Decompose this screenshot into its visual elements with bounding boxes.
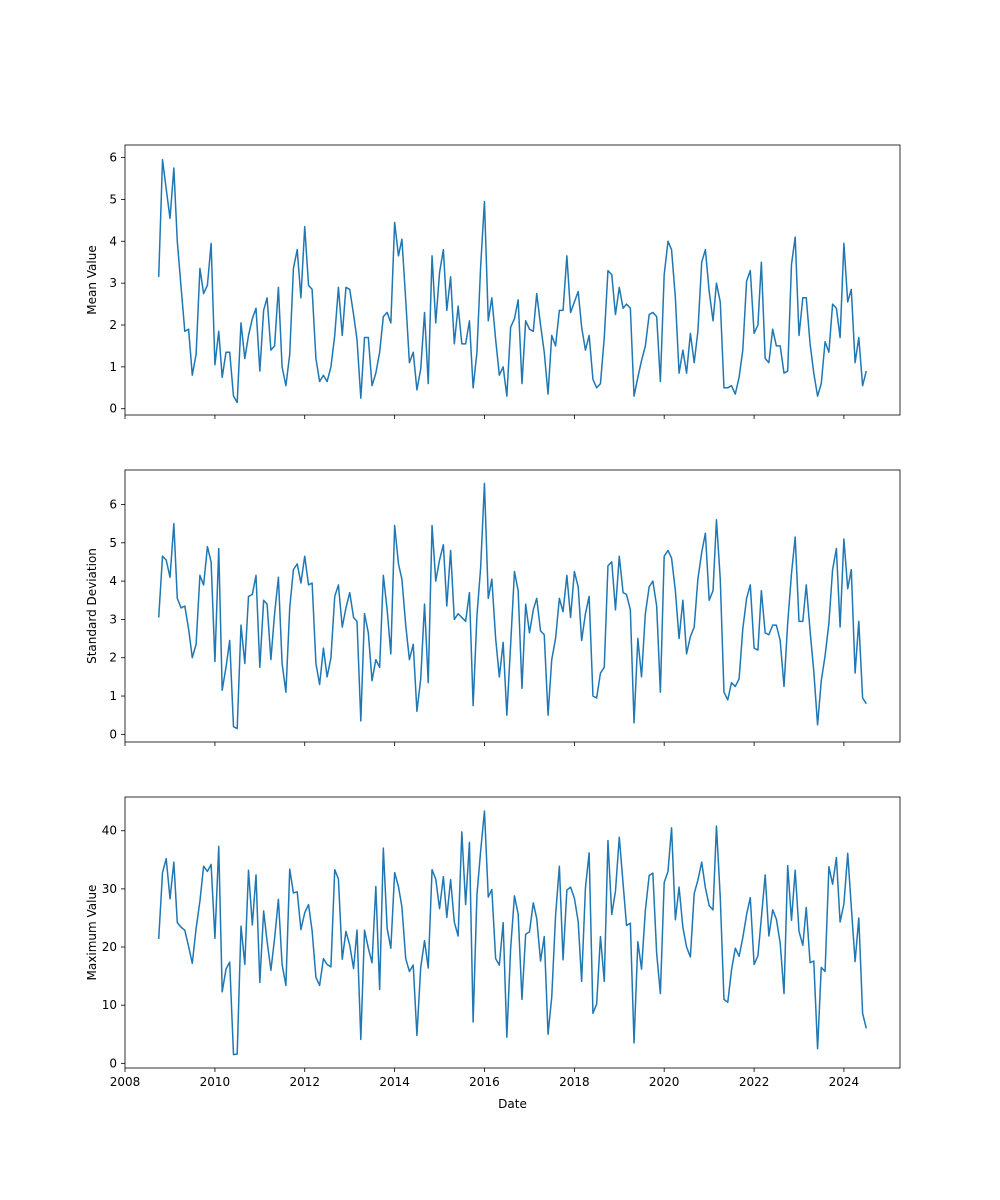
mean-value-subplot: 0 1 2 3 4 5 6 Mean Value bbox=[85, 144, 901, 419]
x-axis-label: Date bbox=[498, 1097, 527, 1111]
y-tick-label: 0 bbox=[109, 727, 117, 741]
x-tick-label: 2024 bbox=[829, 1075, 860, 1089]
y-axis-label: Standard Deviation bbox=[85, 548, 99, 664]
y-tick-label: 2 bbox=[109, 651, 117, 665]
y-tick-label: 1 bbox=[109, 360, 117, 374]
series-line bbox=[157, 482, 867, 730]
x-tick-label: 2022 bbox=[739, 1075, 770, 1089]
x-tick-label: 2018 bbox=[559, 1075, 590, 1089]
y-tick-label: 5 bbox=[109, 536, 117, 550]
x-tick-label: 2014 bbox=[379, 1075, 410, 1089]
y-tick-label: 1 bbox=[109, 689, 117, 703]
y-tick-label: 0 bbox=[109, 402, 117, 416]
y-tick-label: 6 bbox=[109, 497, 117, 511]
axes-frame bbox=[124, 144, 901, 416]
y-tick-label: 30 bbox=[102, 882, 117, 896]
y-tick-label: 5 bbox=[109, 192, 117, 206]
x-tick-label: 2016 bbox=[469, 1075, 500, 1089]
maximum-value-subplot: 2008 2010 2012 2014 2016 2018 2020 2022 2024 0 10 2… bbox=[85, 796, 901, 1111]
x-tick-label: 2010 bbox=[200, 1075, 231, 1089]
series-line bbox=[157, 810, 868, 1056]
y-tick-label: 40 bbox=[102, 824, 117, 838]
standard-deviation-subplot: 0 1 2 3 4 5 6 Standard Deviation bbox=[85, 469, 901, 746]
series-line bbox=[157, 158, 868, 404]
x-tick-label: 2012 bbox=[289, 1075, 320, 1089]
y-tick-label: 3 bbox=[109, 276, 117, 290]
y-tick-label: 4 bbox=[109, 234, 117, 248]
y-tick-label: 10 bbox=[102, 998, 117, 1012]
axes-frame bbox=[124, 796, 901, 1069]
y-tick-label: 0 bbox=[109, 1056, 117, 1070]
y-axis-label: Mean Value bbox=[85, 245, 99, 314]
y-axis-label: Maximum Value bbox=[85, 885, 99, 981]
y-tick-label: 2 bbox=[109, 318, 117, 332]
y-tick-label: 3 bbox=[109, 612, 117, 626]
x-tick-label: 2020 bbox=[649, 1075, 680, 1089]
y-tick-label: 6 bbox=[109, 151, 117, 165]
y-tick-label: 20 bbox=[102, 940, 117, 954]
y-tick-label: 4 bbox=[109, 574, 117, 588]
x-tick-label: 2008 bbox=[110, 1075, 141, 1089]
axes-frame bbox=[124, 469, 901, 743]
